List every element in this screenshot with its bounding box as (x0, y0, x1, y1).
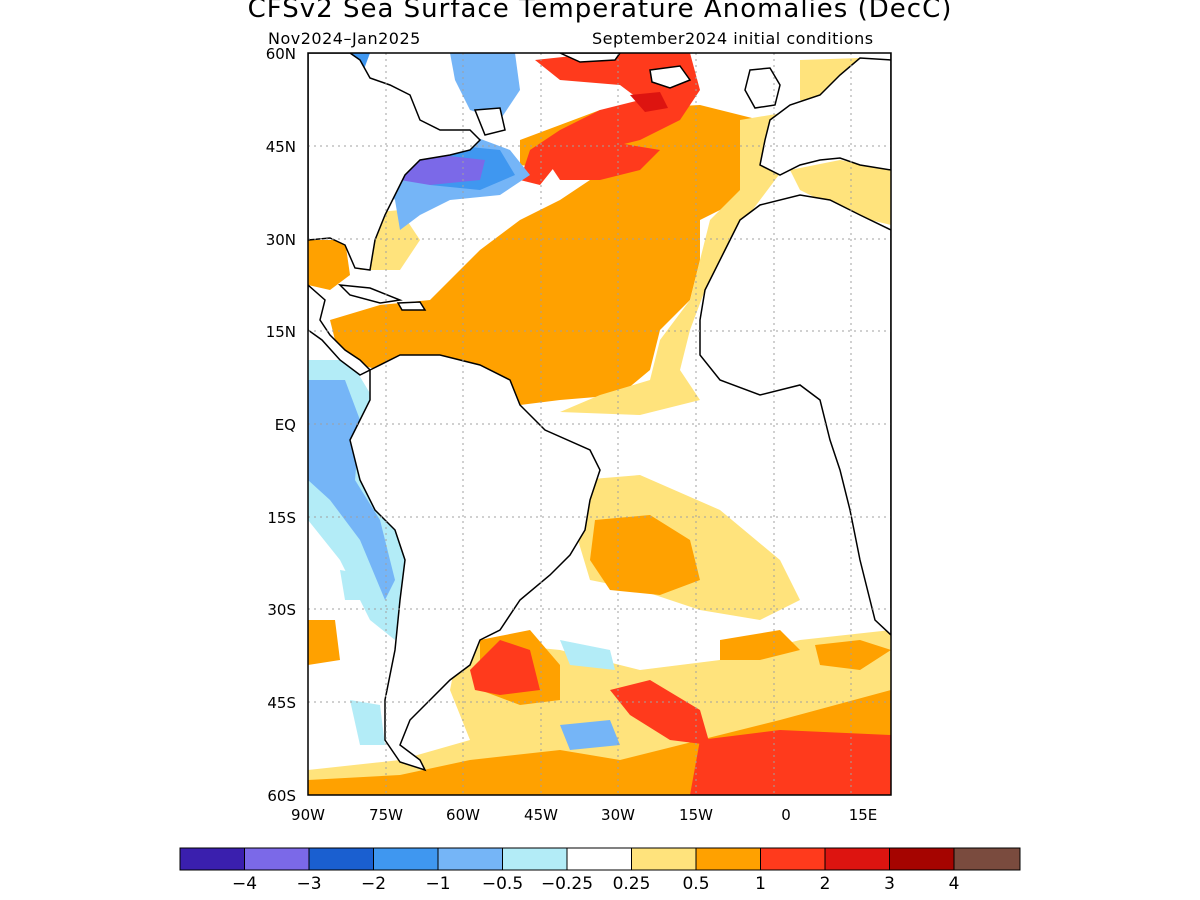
colorbar-swatch (695, 847, 761, 871)
lon-label: 0 (781, 806, 791, 824)
lat-label: 45N (266, 138, 296, 156)
lon-label: 45W (524, 806, 558, 824)
lat-label: EQ (275, 416, 296, 434)
warm-region-north-atlantic (330, 105, 770, 405)
colorbar-label: −1 (425, 874, 450, 894)
lat-label: 45S (267, 694, 296, 712)
lat-label: 15N (266, 323, 296, 341)
colorbar-swatch (824, 847, 890, 871)
europe-land (759, 53, 891, 176)
colorbar-label: −0.25 (541, 874, 593, 894)
land-masses (308, 53, 891, 772)
british-isles-land (744, 67, 781, 109)
strongest-warm-spot (630, 92, 668, 112)
latitude-axis: 60N 45N 30N 15N EQ 15S 30S 45S 60S (266, 45, 296, 805)
colorbar-swatch (953, 847, 1021, 871)
colorbar-swatch (373, 847, 439, 871)
lon-label: 30W (601, 806, 635, 824)
lat-label: 60N (266, 45, 296, 63)
initial-conditions: September2024 initial conditions (592, 29, 874, 48)
lon-label: 15W (679, 806, 713, 824)
warm-region-southeast-1 (720, 630, 800, 660)
mild-warm-region-mediterranean (790, 160, 891, 225)
warm-region-gulf (308, 240, 350, 290)
iceland-land (649, 65, 692, 89)
strong-warm-region-brazil (470, 640, 540, 695)
lon-label: 75W (369, 806, 403, 824)
strong-warm-region-central (540, 140, 660, 180)
cooler-region-east-pacific (308, 380, 395, 600)
colorbar-label: −2 (361, 874, 386, 894)
map-frame (307, 52, 892, 796)
warm-region-southeast-2 (815, 640, 891, 670)
map-title: CFSv2 Sea Surface Temperature Anomalies … (247, 0, 953, 24)
strong-warm-region-south-central (610, 680, 710, 745)
central-america-land (308, 283, 372, 376)
colorbar-label: −0.5 (482, 874, 523, 894)
forecast-period: Nov2024–Jan2025 (268, 29, 421, 48)
cuba-land (337, 284, 403, 304)
colorbar-swatch (566, 847, 632, 871)
cooler-region-south-atlantic (560, 720, 620, 750)
lat-label: 15S (267, 509, 296, 527)
colorbar-label: 1 (755, 874, 766, 894)
newfoundland-land (473, 107, 506, 136)
lat-label: 60S (267, 787, 296, 805)
lon-label: 90W (291, 806, 325, 824)
longitude-axis: 90W 75W 60W 45W 30W 15W 0 15E (291, 806, 877, 824)
colorbar-label: 0.25 (613, 874, 651, 894)
colorbar-swatch (308, 847, 374, 871)
hispaniola-land (396, 301, 427, 311)
colorbar-swatch (760, 847, 826, 871)
africa-land (699, 194, 891, 637)
colorbar-label: −4 (232, 874, 257, 894)
strong-warm-region-southeast (690, 730, 891, 795)
colorbar-swatch (437, 847, 503, 871)
north-america-land (308, 53, 482, 271)
colorbar-swatch (179, 847, 245, 871)
warm-region-south-pacific (308, 620, 340, 665)
colorbar-label: 2 (820, 874, 831, 894)
colorbar: −4 −3 −2 −1 −0.5 −0.25 0.25 0.5 1 2 3 4 (179, 847, 1021, 894)
cool-region-south-pacific-2 (350, 700, 385, 745)
colorbar-swatch (889, 847, 955, 871)
colorbar-swatch (502, 847, 568, 871)
colorbar-swatch (631, 847, 697, 871)
grid-lines (308, 53, 891, 795)
lat-label: 30N (266, 231, 296, 249)
greenland-land (559, 53, 621, 63)
colorbar-swatch (244, 847, 310, 871)
lat-label: 30S (267, 601, 296, 619)
lon-label: 15E (849, 806, 878, 824)
cool-region-south-pacific (340, 570, 375, 600)
colorbar-label: −3 (296, 874, 321, 894)
colorbar-label: 3 (884, 874, 895, 894)
lon-label: 60W (446, 806, 480, 824)
cool-region-labrador (450, 53, 520, 120)
colorbar-label: 4 (949, 874, 960, 894)
colorbar-label: 0.5 (682, 874, 709, 894)
cool-region-south-atlantic (560, 640, 615, 670)
